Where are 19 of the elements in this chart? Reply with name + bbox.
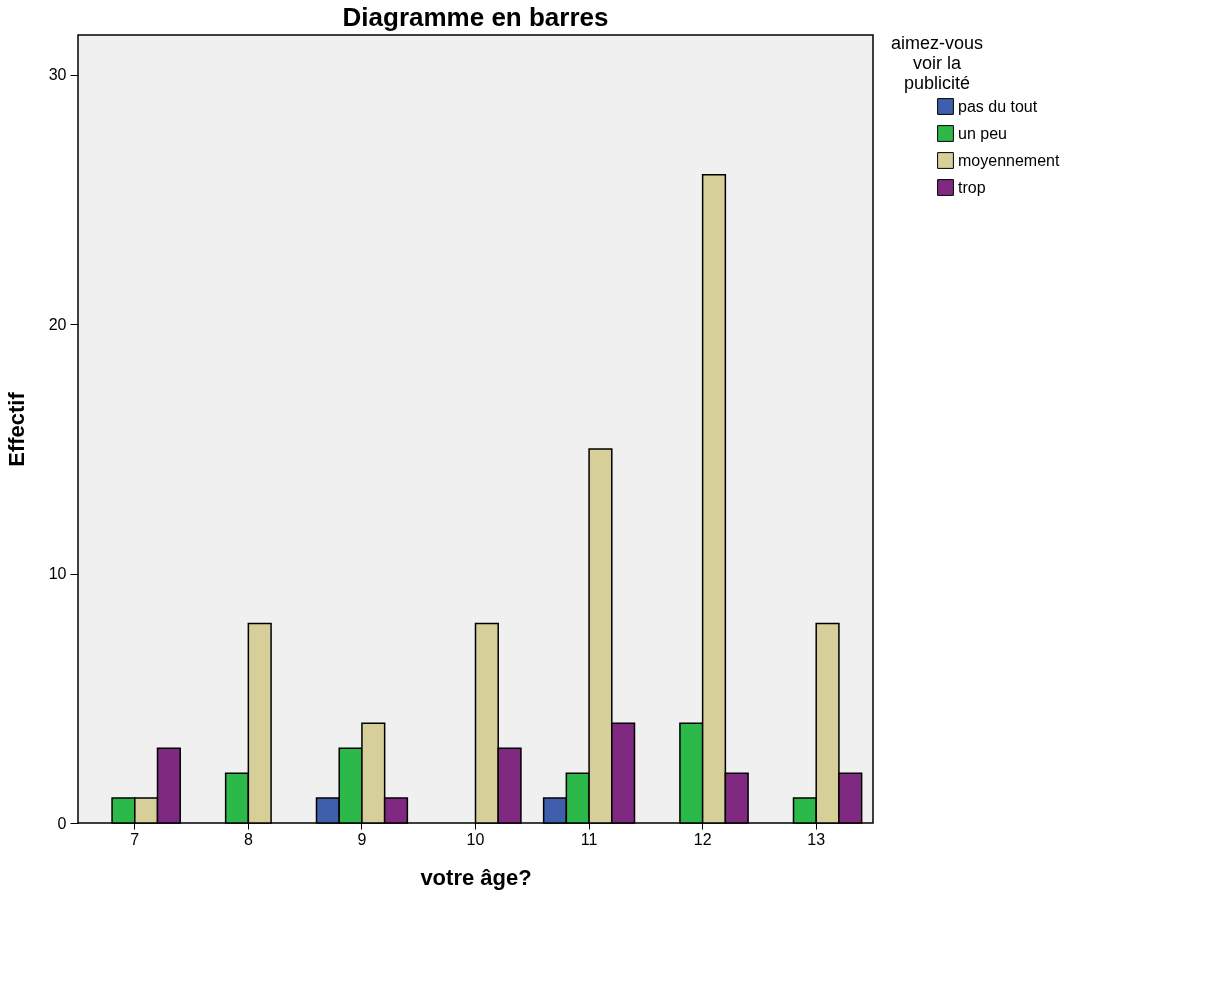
x-tick-label: 11: [580, 830, 598, 848]
x-axis-title: votre âge?: [420, 864, 532, 890]
legend-label: pas du tout: [958, 97, 1038, 115]
x-tick-label: 9: [357, 830, 367, 848]
y-tick-label: 20: [48, 315, 67, 333]
x-tick-label: 8: [243, 830, 253, 848]
y-tick-label: 0: [57, 814, 67, 832]
y-tick-label: 10: [48, 565, 67, 583]
x-tick-label: 7: [130, 830, 140, 848]
legend-label: trop: [958, 178, 986, 196]
x-tick-label: 13: [807, 830, 826, 848]
legend-title: aimez-vous voir la publicité: [890, 33, 984, 93]
x-tick-label: 10: [466, 830, 485, 848]
y-tick-label: 30: [48, 66, 67, 84]
y-axis-title: Effectif: [3, 391, 29, 467]
legend-label: moyennement: [958, 151, 1060, 169]
chart-title: Diagramme en barres: [342, 2, 609, 32]
legend-label: un peu: [958, 124, 1007, 142]
x-tick-label: 12: [693, 830, 712, 848]
